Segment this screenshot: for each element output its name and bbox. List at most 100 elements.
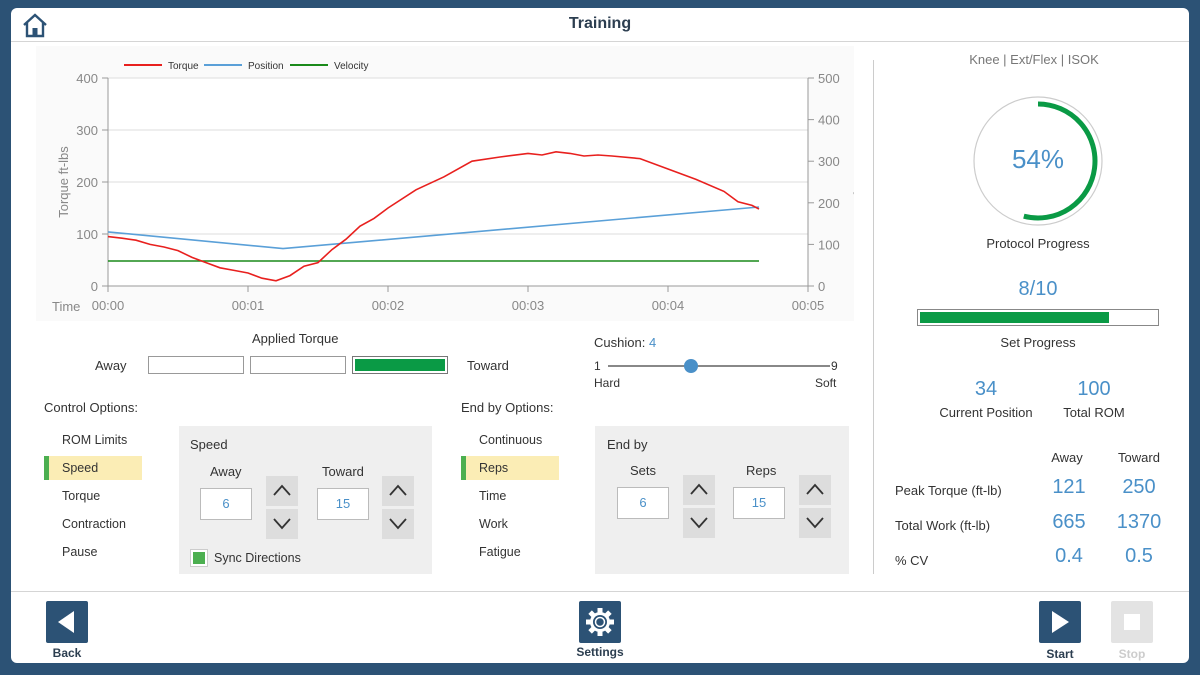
end-by-options-title: End by Options: — [461, 400, 554, 415]
current-position-value: 34 — [974, 378, 998, 400]
back-button[interactable] — [46, 601, 88, 643]
cushion-min-label: Hard — [594, 376, 621, 390]
end-by-option-continuous[interactable]: Continuous — [479, 433, 543, 447]
y-right-tick-label: 200 — [818, 196, 840, 211]
reps-input[interactable]: 15 — [733, 487, 785, 519]
play-icon — [1052, 611, 1069, 633]
speed-toward-input[interactable]: 15 — [317, 488, 369, 520]
set-progress-fill — [920, 312, 1109, 323]
end-by-option-time[interactable]: Time — [479, 489, 507, 503]
sets-label: Sets — [630, 463, 657, 478]
stop-label: Stop — [1118, 647, 1146, 661]
stat-label-cv: % CV — [895, 553, 929, 568]
y-right-tick-label: 400 — [818, 113, 840, 128]
settings-button[interactable] — [579, 601, 621, 643]
speed-away-input[interactable]: 6 — [200, 488, 252, 520]
control-option-torque[interactable]: Torque — [62, 489, 101, 503]
end-by-panel: End by Sets Reps 6 15 — [595, 426, 849, 574]
y-right-tick-label: 500 — [818, 71, 840, 86]
legend-label-velocity: Velocity — [334, 61, 368, 72]
y-left-tick-label: 100 — [76, 227, 98, 242]
sets-up-button[interactable] — [683, 475, 715, 505]
set-progress-label: Set Progress — [1000, 335, 1076, 350]
legend-label-torque: Torque — [168, 61, 199, 72]
chevron-up-icon — [806, 483, 824, 495]
home-button[interactable] — [21, 12, 51, 38]
stat-label-peak-torque: Peak Torque (ft-lb) — [895, 483, 1002, 498]
speed-away-down-button[interactable] — [266, 509, 298, 539]
chevron-up-icon — [273, 484, 291, 496]
settings-label: Settings — [576, 645, 624, 659]
stat-label-total-work: Total Work (ft-lb) — [895, 518, 991, 533]
reps-up-button[interactable] — [799, 475, 831, 505]
current-position-label: Current Position — [939, 405, 1033, 420]
control-option-pause[interactable]: Pause — [62, 545, 98, 559]
training-app: Training 0 100 200 300 400 0 100 200 300 400 500 00… — [11, 8, 1189, 663]
series-line-position — [107, 206, 760, 250]
triangle-left-icon — [58, 611, 74, 633]
start-button[interactable] — [1039, 601, 1081, 643]
sync-directions-checkbox[interactable] — [191, 550, 207, 566]
stats-toward-header: Toward — [1118, 450, 1160, 465]
chevron-up-icon — [389, 484, 407, 496]
end-by-option-work[interactable]: Work — [479, 517, 508, 531]
ring-outline — [973, 96, 1103, 226]
stat-cv-away: 0.4 — [1055, 545, 1083, 567]
x-tick-label: 00:05 — [792, 298, 825, 313]
speed-toward-down-button[interactable] — [382, 509, 414, 539]
y-right-axis-label: Velocity — [853, 154, 854, 199]
protocol-progress-ring — [973, 96, 1103, 226]
end-by-option-fatigue[interactable]: Fatigue — [479, 545, 521, 559]
y-right-tick-label: 0 — [818, 279, 825, 294]
back-label: Back — [52, 646, 82, 660]
speed-away-up-button[interactable] — [266, 476, 298, 506]
torque-box-3-active — [352, 356, 448, 374]
speed-toward-label: Toward — [322, 464, 364, 479]
speed-panel: Speed Away Toward 6 15 Sync Directions — [179, 426, 432, 574]
cushion-min: 1 — [594, 359, 601, 373]
cushion-slider-track[interactable] — [608, 365, 830, 367]
sets-input[interactable]: 6 — [617, 487, 669, 519]
cushion-max: 9 — [831, 359, 838, 373]
stat-total-work-away: 665 — [1052, 511, 1086, 533]
x-tick-label: 00:03 — [512, 298, 545, 313]
speed-panel-title: Speed — [190, 437, 228, 452]
training-chart: 0 100 200 300 400 0 100 200 300 400 500 00:00 00:01 0… — [52, 61, 854, 314]
chevron-down-icon — [273, 518, 291, 530]
cushion-slider-handle[interactable] — [684, 359, 699, 373]
reps-label: Reps — [746, 463, 777, 478]
speed-toward-up-button[interactable] — [382, 476, 414, 506]
stop-icon — [1124, 614, 1140, 630]
stop-button[interactable] — [1111, 601, 1153, 643]
reps-down-button[interactable] — [799, 508, 831, 538]
torque-box-1 — [148, 356, 244, 374]
x-tick-label: 00:00 — [92, 298, 125, 313]
x-axis-label: Time — [52, 299, 80, 314]
stat-peak-torque-away: 121 — [1052, 476, 1086, 498]
legend-label-position: Position — [248, 61, 284, 72]
chevron-down-icon — [806, 517, 824, 529]
end-by-panel-title: End by — [607, 437, 648, 452]
control-option-contraction[interactable]: Contraction — [62, 517, 126, 531]
control-option-speed[interactable]: Speed — [44, 456, 142, 480]
torque-box-2 — [250, 356, 346, 374]
sets-down-button[interactable] — [683, 508, 715, 538]
x-tick-label: 00:01 — [232, 298, 265, 313]
stats-away-header: Away — [1051, 450, 1083, 465]
y-left-tick-label: 0 — [91, 279, 98, 294]
series-line-torque — [107, 150, 760, 282]
cushion-heading: Cushion: 4 — [594, 335, 656, 350]
chevron-up-icon — [690, 483, 708, 495]
stat-peak-torque-toward: 250 — [1122, 476, 1156, 498]
x-tick-label: 00:04 — [652, 298, 685, 313]
total-rom-value: 100 — [1077, 378, 1111, 400]
footer: Back Settings — [11, 591, 1189, 663]
end-by-option-reps[interactable]: Reps — [461, 456, 559, 480]
sync-directions-label: Sync Directions — [214, 551, 301, 565]
y-left-tick-label: 300 — [76, 123, 98, 138]
y-left-tick-label: 400 — [76, 71, 98, 86]
applied-torque-toward-label: Toward — [467, 358, 509, 373]
control-option-rom-limits[interactable]: ROM Limits — [62, 433, 128, 447]
protocol-progress-label: Protocol Progress — [986, 236, 1090, 251]
start-label: Start — [1046, 647, 1074, 661]
